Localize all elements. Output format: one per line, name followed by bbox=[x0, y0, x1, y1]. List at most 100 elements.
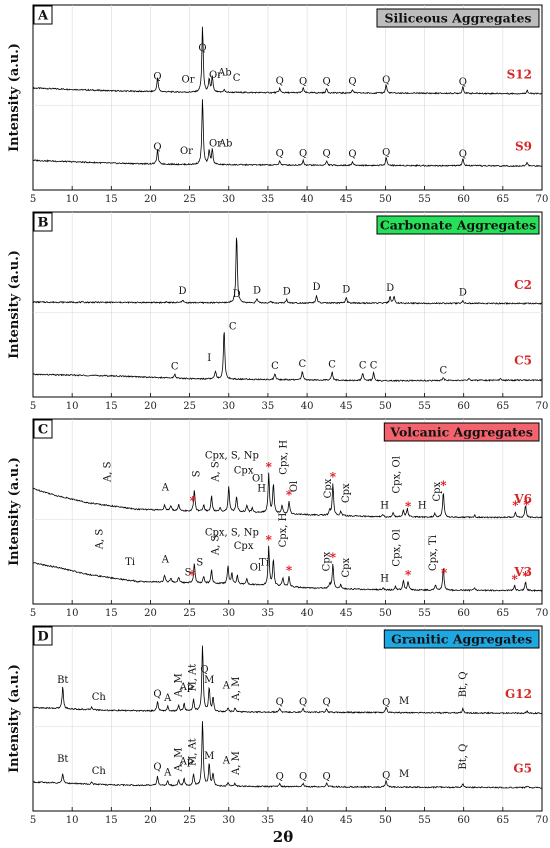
peak-label: Q bbox=[153, 762, 161, 773]
peak-label: Q bbox=[198, 43, 206, 54]
peak-label: A bbox=[222, 680, 231, 691]
peak-label: Q bbox=[299, 772, 307, 783]
peak-label: A, M bbox=[231, 677, 242, 702]
sample-label: S9 bbox=[515, 140, 532, 154]
panel-letter: C bbox=[38, 423, 48, 438]
peak-label: M bbox=[399, 769, 409, 780]
peak-label: Q bbox=[276, 148, 284, 159]
x-tick-label: 30 bbox=[222, 194, 235, 205]
x-tick-label: 25 bbox=[183, 815, 196, 826]
peak-label: Cpx, S, Np bbox=[205, 451, 259, 462]
peak-label: Q bbox=[348, 149, 356, 160]
peak-label: Q bbox=[459, 149, 467, 160]
star-marker: * bbox=[190, 494, 197, 508]
peak-label: C bbox=[299, 359, 307, 370]
peak-label: S bbox=[185, 568, 192, 579]
peak-label: C bbox=[359, 361, 367, 372]
peak-label: H bbox=[380, 573, 389, 584]
plot-frame bbox=[32, 625, 543, 812]
star-marker: * bbox=[441, 566, 448, 580]
peak-label: D bbox=[342, 284, 350, 295]
y-axis-label: Intensity (a.u.) bbox=[7, 250, 22, 359]
peak-label: H bbox=[257, 483, 266, 494]
series-line-S9 bbox=[32, 99, 542, 168]
peak-label: Q bbox=[153, 689, 161, 700]
x-tick-label: 40 bbox=[301, 194, 314, 205]
x-tick-label: 60 bbox=[457, 608, 470, 619]
star-marker: * bbox=[405, 568, 412, 582]
sample-label: C5 bbox=[514, 354, 532, 368]
x-tick-label: 30 bbox=[222, 401, 235, 412]
x-tick-label: 45 bbox=[340, 194, 353, 205]
x-tick-label: 40 bbox=[301, 608, 314, 619]
plot-frame bbox=[32, 4, 543, 191]
series-line-C5 bbox=[33, 332, 542, 383]
x-tick-label: 20 bbox=[144, 194, 157, 205]
peak-label: C bbox=[171, 362, 179, 373]
peak-label: Ti bbox=[259, 558, 269, 569]
peak-label: Cpx, S, Np bbox=[205, 528, 259, 539]
peak-label: Cpx bbox=[234, 466, 254, 477]
x-tick-label: 55 bbox=[418, 608, 431, 619]
peak-label: Q bbox=[323, 697, 331, 708]
x-tick-label: 5 bbox=[30, 815, 36, 826]
y-axis-label: Intensity (a.u.) bbox=[7, 664, 22, 773]
panel-letter: A bbox=[37, 9, 49, 24]
peak-label: A, M bbox=[231, 751, 242, 776]
star-marker: * bbox=[440, 479, 447, 493]
peak-label: C bbox=[440, 365, 448, 376]
panel-B: 5 10 15 20 25 30 35 40 45 50 55 60 65 70 B Carbonate Ag… bbox=[7, 211, 549, 412]
peak-label: C bbox=[229, 322, 237, 333]
x-tick-label: 20 bbox=[144, 401, 157, 412]
peak-label: Ap bbox=[179, 757, 194, 768]
sample-label: V6 bbox=[513, 492, 532, 506]
peak-label: A, S bbox=[102, 461, 113, 483]
x-tick-label: 50 bbox=[379, 608, 392, 619]
peak-label: Cpx, Ol bbox=[391, 529, 402, 566]
peak-label: D bbox=[283, 286, 291, 297]
peak-label: Q bbox=[153, 72, 161, 83]
x-tick-label: 15 bbox=[105, 401, 118, 412]
peak-label: D bbox=[312, 282, 320, 293]
peak-label: Ab bbox=[218, 138, 233, 149]
peak-label: D bbox=[253, 286, 261, 297]
star-marker: * bbox=[522, 569, 529, 583]
star-marker: * bbox=[405, 500, 412, 514]
peak-label: A bbox=[161, 554, 170, 565]
panel-title: Granitic Aggregates bbox=[391, 632, 532, 647]
series-line-G5 bbox=[32, 721, 542, 789]
x-tick-label: 70 bbox=[536, 194, 549, 205]
x-tick-label: 40 bbox=[301, 815, 314, 826]
x-tick-label: 10 bbox=[66, 608, 79, 619]
peak-label: Q bbox=[200, 665, 208, 676]
sample-label: V3 bbox=[513, 565, 532, 579]
peak-label: Q bbox=[299, 149, 307, 160]
peak-label: M bbox=[399, 696, 409, 707]
x-tick-label: 5 bbox=[30, 608, 36, 619]
peak-label: M, At bbox=[188, 664, 199, 692]
star-marker: * bbox=[266, 460, 273, 474]
peak-label: Ch bbox=[92, 766, 107, 777]
peak-label: Cpx, Ti bbox=[428, 535, 439, 571]
peak-label: D bbox=[233, 289, 241, 300]
x-tick-label: 10 bbox=[66, 815, 79, 826]
peak-label: Cpx, Ol bbox=[391, 456, 402, 493]
y-axis-label: Intensity (a.u.) bbox=[7, 457, 22, 566]
x-tick-label: 30 bbox=[222, 608, 235, 619]
star-marker: * bbox=[286, 564, 293, 578]
peak-label: Q bbox=[323, 772, 331, 783]
x-tick-label: 45 bbox=[340, 815, 353, 826]
peak-label: Q bbox=[382, 771, 390, 782]
x-tick-label: 65 bbox=[496, 194, 509, 205]
panel-letter-box bbox=[33, 5, 53, 25]
x-tick-label: 50 bbox=[379, 194, 392, 205]
peak-label: A, S bbox=[210, 461, 221, 483]
x-tick-label: 35 bbox=[262, 194, 275, 205]
x-tick-label: 25 bbox=[183, 194, 196, 205]
x-tick-label: 35 bbox=[262, 401, 275, 412]
peak-label: M, At bbox=[188, 738, 199, 766]
series-line-V6 bbox=[32, 472, 542, 519]
peak-label: Q bbox=[348, 76, 356, 87]
x-tick-label: 70 bbox=[536, 401, 549, 412]
